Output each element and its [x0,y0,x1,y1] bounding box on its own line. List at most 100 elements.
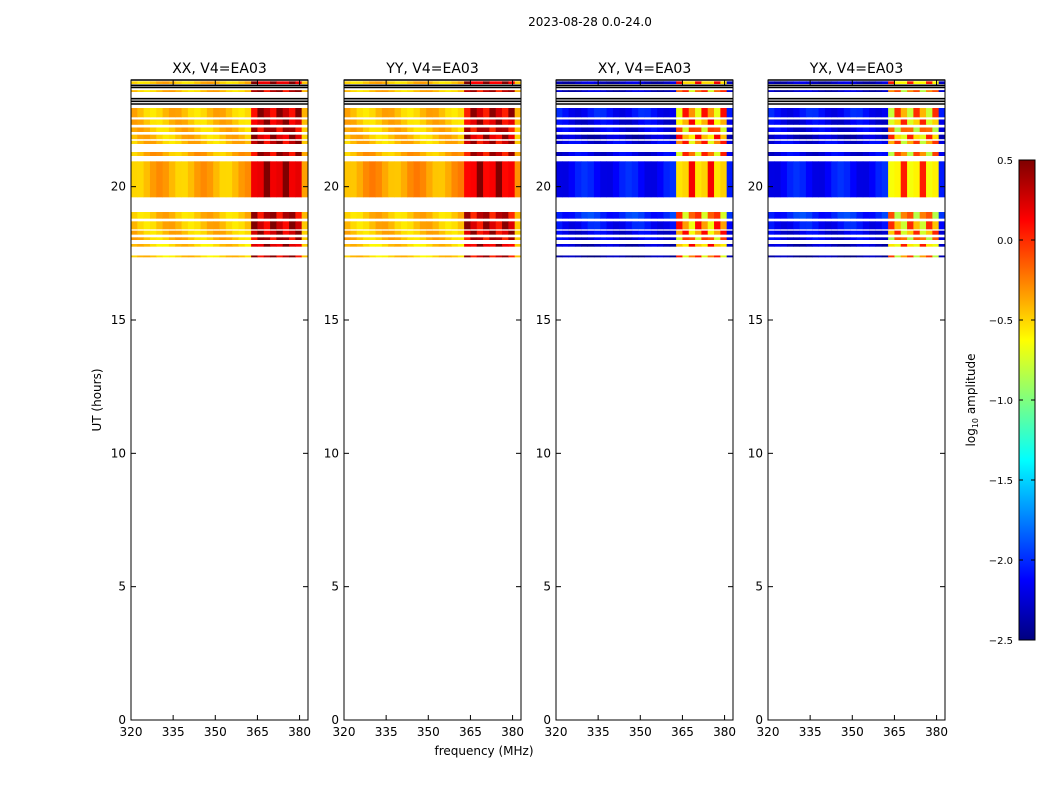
heatmap-cell [805,237,813,240]
heatmap-cell [295,90,303,92]
heatmap-cell [606,108,614,118]
heatmap-cell [574,81,582,84]
heatmap-cell [581,90,589,92]
heatmap-cell [413,161,421,198]
heatmap-cell [714,255,721,258]
heatmap-cell [837,161,845,198]
heatmap-cell [701,237,709,240]
heatmap-cell [301,119,309,125]
heatmap-cell [381,255,389,258]
heatmap-cell [919,140,927,144]
heatmap-cell [888,221,895,230]
heatmap-cell [426,212,433,219]
heatmap-cell [282,119,290,125]
heatmap-cell [657,81,664,84]
heatmap-cell [625,90,633,92]
heatmap-cell [375,161,383,198]
heatmap-cell [650,152,658,156]
heatmap-cell [225,152,233,156]
y-tick-label: 15 [111,313,126,327]
heatmap-cell [837,81,845,84]
heatmap-cell [881,221,889,230]
heatmap-cell [369,127,377,132]
heatmap-cell [888,212,895,219]
heatmap-cell [131,81,138,84]
heatmap-cell [470,221,478,230]
heatmap-cell [663,230,671,235]
heatmap-cell [695,108,702,118]
heatmap-cell [270,244,277,247]
heatmap-cell [244,152,252,156]
heatmap-cell [149,134,157,140]
heatmap-cell [644,212,652,219]
heatmap-cell [894,90,902,92]
heatmap-cell [232,212,239,219]
heatmap-cell [194,90,201,92]
heatmap-cell [200,152,208,156]
heatmap-cell [432,81,440,84]
heatmap-cell [426,161,433,198]
heatmap-cell [445,244,452,247]
heatmap-cell [276,255,284,258]
heatmap-cell [676,221,683,230]
heatmap-cell [219,119,227,125]
y-tick-label: 0 [543,713,551,727]
heatmap-cell [843,255,851,258]
heatmap-cell [445,108,452,118]
heatmap-cell [707,212,715,219]
heatmap-cell [913,152,921,156]
heatmap-cell [464,108,471,118]
heatmap-cell [701,81,709,84]
heatmap-cell [600,119,607,125]
heatmap-cell [407,230,414,235]
heatmap-cell [263,237,271,240]
heatmap-cell [419,255,427,258]
heatmap-cell [919,212,927,219]
heatmap-cell [587,152,595,156]
heatmap-cell [508,230,516,235]
heatmap-cell [932,152,940,156]
heatmap-cell [938,119,946,125]
heatmap-cell [445,221,452,230]
heatmap-cell [926,237,933,240]
heatmap-cell [181,127,189,132]
heatmap-cell [131,152,138,156]
x-tick-label: 380 [288,725,311,739]
heatmap-cell [464,90,471,92]
heatmap-cell [831,119,838,125]
heatmap-cell [631,134,639,140]
heatmap-cell [625,152,633,156]
heatmap-cell [631,221,639,230]
heatmap-cell [508,90,516,92]
heatmap-cell [413,90,421,92]
heatmap-cell [426,230,433,235]
heatmap-cell [638,212,645,219]
heatmap-cell [276,119,284,125]
heatmap-cell [837,212,845,219]
heatmap-cell [805,140,813,144]
heatmap-cell [799,161,807,198]
heatmap-cell [824,244,832,247]
heatmap-cell [438,152,446,156]
x-tick-label: 350 [841,725,864,739]
heatmap-cell [701,230,709,235]
heatmap-cell [650,255,658,258]
heatmap-cell [225,161,233,198]
heatmap-cell [394,255,402,258]
heatmap-cell [768,140,775,144]
heatmap-cell [251,161,258,198]
heatmap-cell [244,134,252,140]
heatmap-cell [168,108,176,118]
heatmap-cell [688,81,696,84]
heatmap-cell [244,230,252,235]
heatmap-cell [850,108,857,118]
colorbar-tick-label: 0.5 [997,156,1013,167]
heatmap-cell [483,221,490,230]
heatmap-cell [568,221,576,230]
heatmap-cell [451,90,459,92]
heatmap-cell [301,230,309,235]
heatmap-cell [894,134,902,140]
heatmap-cell [213,152,220,156]
heatmap-cell [206,212,214,219]
heatmap-cell [251,221,258,230]
